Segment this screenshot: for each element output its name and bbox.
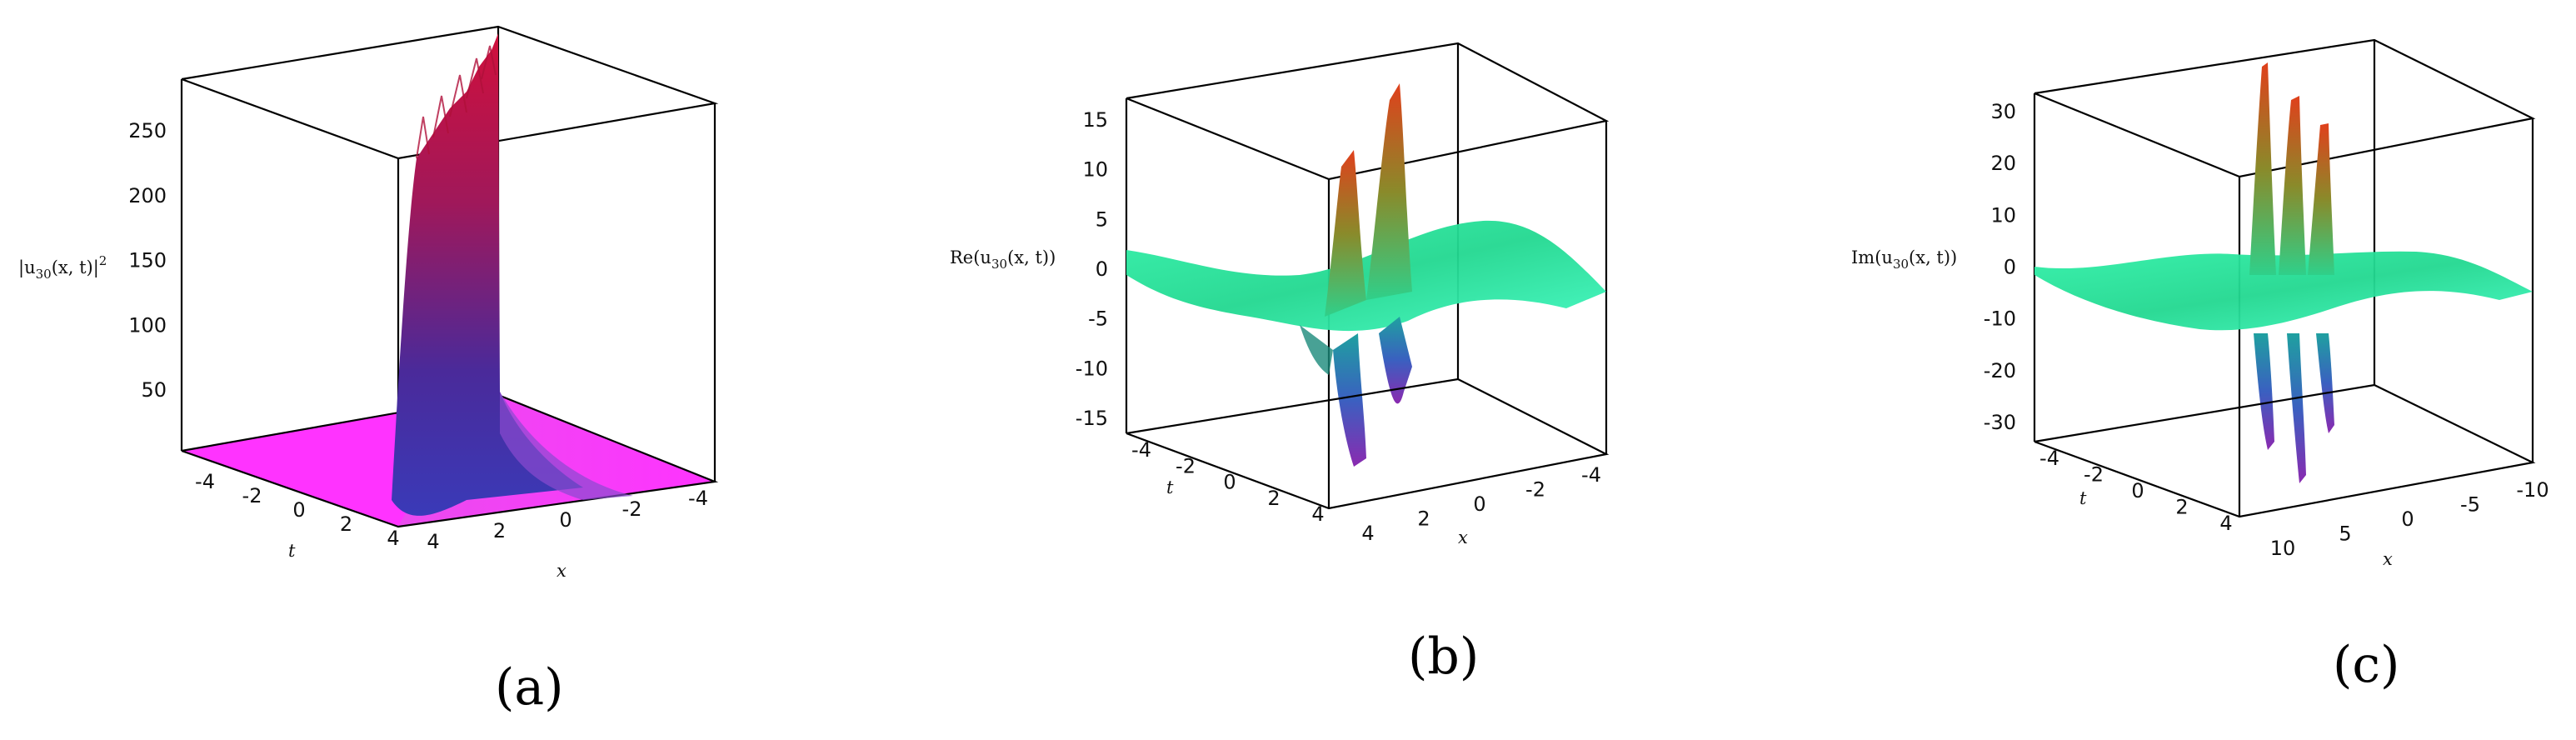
panel-a-t-tick-label: -2: [242, 484, 262, 508]
panel-a-z-tick-label: 100: [128, 313, 167, 337]
panel-a-x-tick-label: 4: [427, 530, 439, 553]
panel-b-t-tick-label: -4: [1131, 438, 1151, 462]
panel-c-zlabel: Im(u30(x, t)): [1851, 248, 1957, 272]
panel-a-x-tick-label: 0: [559, 508, 572, 532]
panel-b-z-tick-label: 5: [1096, 208, 1108, 231]
panel-c-z-tick-label: -10: [1984, 308, 2016, 331]
panel-c-z-tick-label: 10: [1990, 203, 2016, 227]
panel-c-t-tick-label: 4: [2219, 512, 2232, 535]
panel-c-z-tick-label: -30: [1984, 411, 2016, 434]
panel-b: Re(u30(x, t)) 15 10 5 0 -5 -10 -15 -4 -2 0 2 4 4 2 0…: [950, 42, 1610, 686]
panel-c-tlabel: t: [2079, 488, 2087, 508]
panel-c-x-tick-label: -10: [2516, 478, 2549, 502]
panel-a-z-tick-label: 250: [128, 119, 167, 142]
panel-c-x-tick-label: 0: [2401, 508, 2414, 531]
panel-a-t-tick-label: 2: [340, 512, 352, 536]
panel-b-x-tick-label: 2: [1417, 508, 1430, 531]
panel-a-t-tick-label: -4: [195, 470, 215, 493]
panel-a-t-tick-label: 4: [387, 527, 399, 550]
panel-b-z-ticks: 15 10 5 0 -5 -10 -15: [1076, 108, 1108, 430]
panel-b-tlabel: t: [1166, 478, 1174, 498]
panel-a-zlabel: |u30(x, t)|2: [18, 253, 107, 282]
panel-b-x-tick-label: 0: [1473, 492, 1485, 516]
panel-a-x-tick-label: 2: [493, 519, 506, 542]
panel-b-z-tick-label: 10: [1082, 158, 1108, 182]
panel-c-z-ticks: 30 20 10 0 -10 -20 -30: [1984, 100, 2016, 434]
panel-c-z-tick-label: 20: [1990, 152, 2016, 175]
panel-c-z-tick-label: -20: [1984, 359, 2016, 382]
panel-c-t-tick-label: 0: [2131, 479, 2144, 502]
panel-b-t-ticks: -4 -2 0 2 4: [1131, 438, 1325, 526]
panel-b-z-tick-label: -5: [1088, 308, 1108, 331]
panel-a-tlabel: t: [288, 541, 296, 561]
panel-c-x-tick-label: 10: [2270, 537, 2296, 560]
panel-b-x-tick-label: -2: [1525, 478, 1545, 502]
panel-a-spikes: [416, 45, 497, 159]
panel-a-z-ticks: 50 100 150 200 250: [128, 119, 167, 402]
panel-c-x-tick-label: 5: [2339, 522, 2351, 546]
panel-a-x-tick-label: -2: [622, 498, 642, 521]
panel-a-z-tick-label: 150: [128, 249, 167, 272]
panel-b-label: (b): [1408, 628, 1479, 686]
panel-b-z-tick-label: -15: [1076, 407, 1108, 430]
panel-b-xlabel: x: [1458, 528, 1468, 548]
panel-b-x-tick-label: -4: [1581, 463, 1601, 487]
panel-a-surface: [392, 33, 633, 516]
panel-c-t-ticks: -4 -2 0 2 4: [2039, 447, 2233, 535]
panel-c-surface: [2034, 62, 2533, 483]
panel-a-z-tick-label: 50: [141, 378, 167, 402]
panel-b-z-tick-label: 15: [1082, 108, 1108, 132]
panel-c-z-tick-label: 0: [2004, 256, 2016, 279]
panel-a-x-tick-label: -4: [688, 487, 708, 510]
panel-b-zlabel: Re(u30(x, t)): [950, 248, 1056, 272]
panel-b-t-tick-label: 2: [1267, 487, 1280, 510]
panel-b-z-tick-label: 0: [1096, 258, 1108, 281]
panel-b-box: [1125, 42, 1610, 508]
panel-c-t-tick-label: -2: [2084, 463, 2104, 487]
panel-a-t-ticks: -4 -2 0 2 4: [195, 470, 400, 550]
panel-c-x-tick-label: -5: [2460, 493, 2480, 517]
panel-a-xlabel: x: [557, 561, 567, 581]
panel-c-x-ticks: 10 5 0 -5 -10: [2270, 478, 2549, 560]
panel-c-z-tick-label: 30: [1990, 100, 2016, 123]
panel-c-t-tick-label: -4: [2039, 447, 2059, 470]
panel-a-z-tick-label: 200: [128, 184, 167, 208]
panel-c-label: (c): [2333, 636, 2399, 694]
panel-a-t-tick-label: 0: [292, 498, 305, 522]
panel-a-label: (a): [495, 658, 564, 717]
panel-b-t-tick-label: 4: [1311, 502, 1324, 526]
panel-c-t-tick-label: 2: [2175, 496, 2188, 519]
panel-b-t-tick-label: 0: [1223, 471, 1236, 494]
panel-b-x-ticks: 4 2 0 -2 -4: [1361, 463, 1601, 545]
panel-b-surface: [1126, 83, 1606, 467]
panel-b-t-tick-label: -2: [1176, 454, 1196, 478]
panel-a-x-ticks: 4 2 0 -2 -4: [427, 487, 708, 553]
panel-c-xlabel: x: [2383, 549, 2393, 569]
panel-b-x-tick-label: 4: [1361, 522, 1374, 545]
panel-b-z-tick-label: -10: [1076, 357, 1108, 380]
panel-c-box: [2033, 38, 2536, 517]
